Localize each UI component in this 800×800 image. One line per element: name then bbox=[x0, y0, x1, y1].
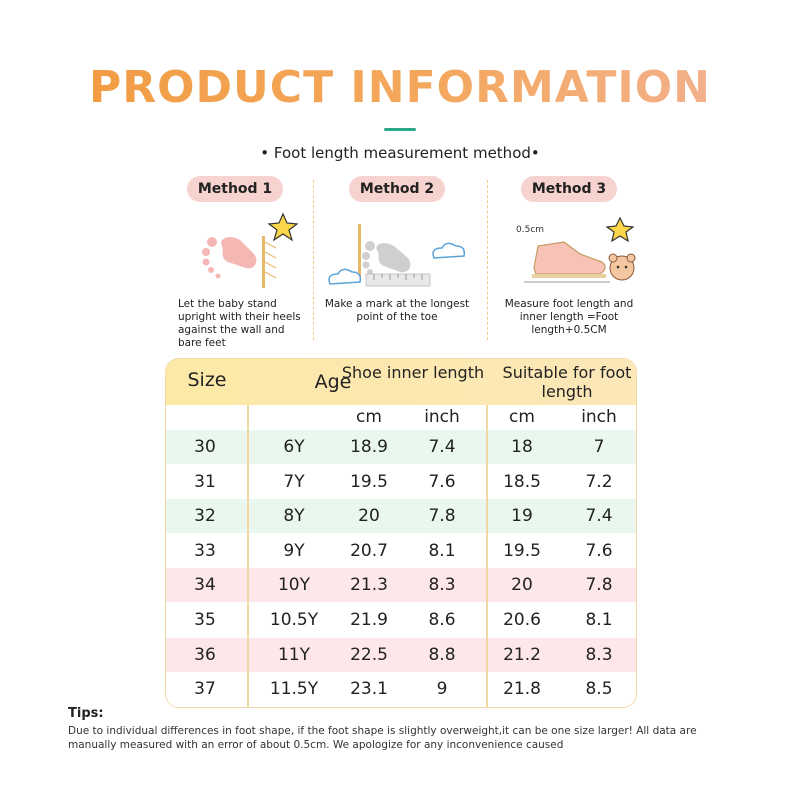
cell-inner-inch: 7.4 bbox=[428, 437, 456, 457]
cell-foot-cm: 21.2 bbox=[503, 644, 541, 665]
cell-foot-inch: 8.3 bbox=[585, 644, 613, 665]
table-row: 37 11.5Y 23.1 9 21.8 8.5 bbox=[166, 672, 636, 707]
method-divider bbox=[313, 180, 314, 340]
cell-size: 37 bbox=[194, 679, 216, 700]
cell-inner-cm: 20 bbox=[358, 506, 380, 527]
table-row: 36 11Y 22.5 8.8 21.2 8.3 bbox=[166, 637, 636, 672]
cell-age: 11.5Y bbox=[269, 679, 319, 700]
size-chart-table: Size Age Shoe inner length Suitable for … bbox=[165, 358, 637, 708]
page-title: PRODUCT INFORMATION bbox=[0, 62, 800, 113]
cell-foot-inch: 7.2 bbox=[585, 471, 613, 492]
header-shoe-inner-length: Shoe inner length bbox=[341, 363, 485, 382]
method-3: Method 3 0.5cm Measure foot length and i… bbox=[494, 176, 644, 337]
cell-inner-cm: 19.5 bbox=[350, 471, 388, 492]
cell-inner-cm: 21.3 bbox=[350, 575, 388, 596]
cell-foot-cm: 19.5 bbox=[503, 540, 541, 561]
cell-age: 8Y bbox=[283, 506, 305, 527]
cell-age: 11Y bbox=[277, 644, 311, 665]
table-row: 31 7Y 19.5 7.6 18.5 7.2 bbox=[166, 464, 636, 499]
table-row: 34 10Y 21.3 8.3 20 7.8 bbox=[166, 568, 636, 603]
cell-inner-inch: 7.6 bbox=[428, 471, 456, 492]
cell-foot-inch: 8.5 bbox=[585, 679, 613, 700]
tips-text: Due to individual differences in foot sh… bbox=[68, 725, 697, 751]
cell-age: 7Y bbox=[283, 471, 305, 492]
cell-age: 10.5Y bbox=[269, 610, 319, 630]
header-suitable-foot-length: Suitable for foot length bbox=[502, 363, 632, 401]
unit-row: cm inch cm inch bbox=[166, 405, 636, 430]
cell-age: 10Y bbox=[277, 575, 311, 596]
column-divider bbox=[247, 405, 249, 707]
cell-foot-cm: 20 bbox=[511, 575, 533, 596]
cell-inner-inch: 7.8 bbox=[428, 506, 456, 527]
method-1-description: Let the baby stand upright with their he… bbox=[178, 298, 301, 349]
method-divider bbox=[487, 180, 488, 340]
measure-note-label: 0.5cm bbox=[516, 225, 544, 235]
cell-foot-cm: 18.5 bbox=[503, 471, 541, 492]
cell-inner-inch: 8.3 bbox=[428, 575, 456, 596]
foot-ruler-icon bbox=[328, 224, 466, 287]
measurement-subtitle: • Foot length measurement method• bbox=[260, 144, 540, 162]
method-1: Method 1 Let the baby stand upright with… bbox=[160, 176, 310, 350]
cell-age: 6Y bbox=[283, 437, 305, 457]
method-1-label: Method 1 bbox=[186, 176, 284, 202]
cell-inner-cm: 23.1 bbox=[350, 679, 388, 700]
table-row: 35 10.5Y 21.9 8.6 20.6 8.1 bbox=[166, 603, 636, 637]
unit-foot-cm: cm bbox=[509, 407, 535, 427]
method-2: Method 2 Make a mark at the longest poin… bbox=[322, 176, 472, 324]
method-2-description: Make a mark at the longest point of the … bbox=[324, 298, 470, 323]
cell-foot-cm: 21.8 bbox=[503, 679, 541, 700]
header-size: Size bbox=[187, 369, 227, 391]
column-divider bbox=[486, 405, 488, 707]
cell-foot-inch: 8.1 bbox=[585, 610, 613, 630]
cell-foot-cm: 20.6 bbox=[503, 610, 541, 630]
cell-size: 33 bbox=[194, 540, 216, 561]
cell-foot-inch: 7.8 bbox=[585, 575, 613, 596]
unit-inner-cm: cm bbox=[356, 407, 382, 427]
table-row: 30 6Y 18.9 7.4 18 7 bbox=[166, 430, 636, 464]
cell-size: 35 bbox=[194, 610, 216, 630]
cell-inner-cm: 20.7 bbox=[350, 540, 388, 561]
cell-foot-inch: 7.6 bbox=[585, 540, 613, 561]
method-3-description: Measure foot length and inner length =Fo… bbox=[504, 298, 634, 336]
table-row: 32 8Y 20 7.8 19 7.4 bbox=[166, 499, 636, 534]
cell-inner-cm: 21.9 bbox=[350, 610, 388, 630]
cell-size: 34 bbox=[194, 575, 216, 596]
header-age: Age bbox=[314, 371, 352, 393]
method-3-label: Method 3 bbox=[520, 176, 618, 202]
foot-against-wall-icon bbox=[202, 212, 299, 288]
cell-inner-inch: 8.1 bbox=[428, 540, 456, 561]
table-header: Size Age Shoe inner length Suitable for … bbox=[166, 359, 636, 405]
cell-size: 32 bbox=[194, 506, 216, 527]
cell-inner-cm: 22.5 bbox=[350, 644, 388, 665]
cell-foot-cm: 18 bbox=[511, 437, 533, 457]
shoe-measure-icon: 0.5cm bbox=[516, 216, 636, 283]
tips-heading: Tips: bbox=[68, 706, 104, 721]
table-row: 33 9Y 20.7 8.1 19.5 7.6 bbox=[166, 533, 636, 568]
cell-foot-inch: 7.4 bbox=[585, 506, 613, 527]
method-2-label: Method 2 bbox=[348, 176, 446, 202]
cell-foot-inch: 7 bbox=[593, 437, 605, 457]
cell-size: 30 bbox=[194, 437, 216, 457]
title-underline bbox=[384, 128, 416, 131]
cell-foot-cm: 19 bbox=[511, 506, 533, 527]
cell-inner-cm: 18.9 bbox=[350, 437, 388, 457]
cell-inner-inch: 8.6 bbox=[428, 610, 456, 630]
cell-size: 31 bbox=[194, 471, 216, 492]
cell-size: 36 bbox=[194, 644, 216, 665]
unit-foot-inch: inch bbox=[581, 407, 617, 427]
cell-age: 9Y bbox=[283, 540, 305, 561]
cell-inner-inch: 9 bbox=[436, 679, 448, 700]
cell-inner-inch: 8.8 bbox=[428, 644, 456, 665]
unit-inner-inch: inch bbox=[424, 407, 460, 427]
